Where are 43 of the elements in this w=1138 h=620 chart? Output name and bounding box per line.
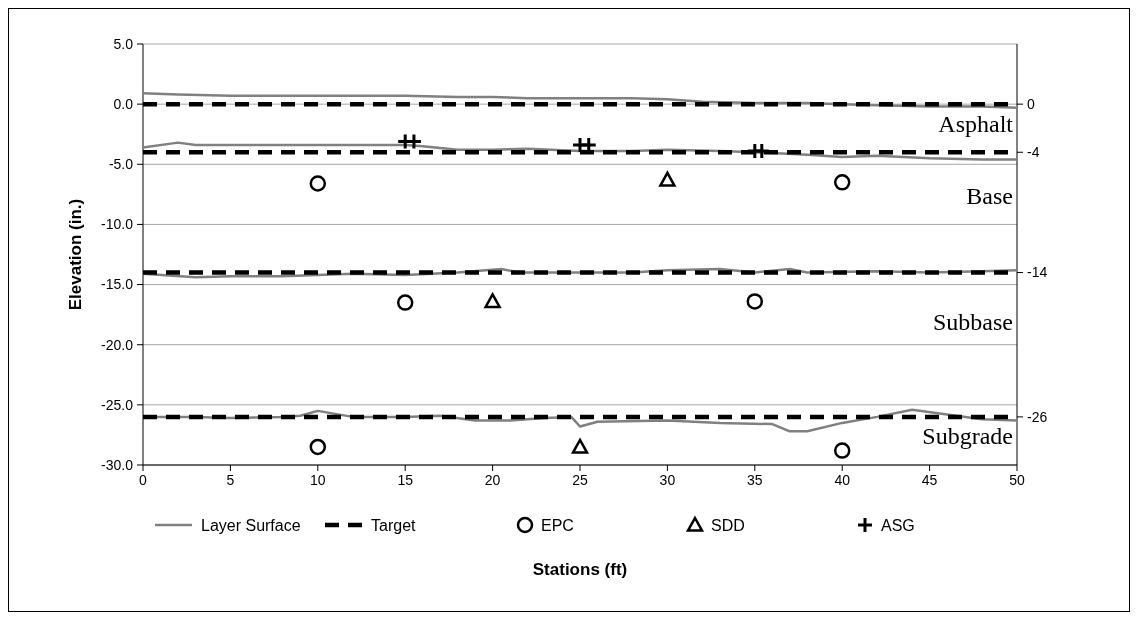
y-tick-label: -30.0 [101, 456, 134, 473]
y-tick-label: -5.0 [108, 156, 134, 173]
y-tick-label: -20.0 [101, 336, 134, 353]
y-tick-label: 0.0 [113, 96, 134, 113]
point [396, 294, 414, 311]
x-axis-title: Stations (ft) [532, 560, 628, 579]
point [833, 174, 851, 191]
x-tick-label: 10 [310, 472, 326, 488]
y2-tick-label: -26 [1027, 408, 1048, 425]
x-tick-label: 35 [747, 472, 763, 488]
x-tick-label: 45 [921, 472, 938, 488]
x-tick-label: 0 [139, 472, 148, 488]
x-tick-label: 30 [659, 472, 676, 488]
legend-label: ASG [881, 516, 915, 534]
point [571, 438, 589, 454]
x-tick-label: 5 [226, 472, 235, 488]
y-tick-label: -25.0 [101, 396, 134, 413]
y-axis-title: Elevation (in.) [66, 198, 85, 311]
legend-label: Target [371, 516, 417, 534]
legend-label: EPC [541, 516, 574, 534]
legend-label: SDD [711, 516, 745, 534]
y2-tick-label: -4 [1027, 144, 1040, 161]
point [484, 293, 501, 309]
y-tick-label: -10.0 [101, 216, 134, 233]
x-tick-label: 15 [397, 472, 414, 488]
point [309, 438, 327, 456]
point [746, 293, 764, 310]
x-tick-label: 50 [1009, 472, 1025, 488]
x-tick-label: 25 [572, 472, 588, 488]
x-tick-label: 40 [834, 472, 851, 488]
y-tick-label: -15.0 [101, 276, 134, 293]
x-tick-label: 20 [484, 472, 501, 488]
y2-tick-label: -14 [1027, 264, 1048, 281]
point [309, 175, 327, 192]
y2-tick-label: 0 [1027, 96, 1035, 113]
y-tick-label: 5.0 [113, 35, 134, 52]
annotation: Subbase [933, 309, 1013, 336]
point [659, 171, 676, 187]
annotation: Base [966, 182, 1013, 209]
annotation: Asphalt [938, 111, 1014, 138]
annotation: Subgrade [922, 422, 1013, 449]
point [833, 442, 851, 459]
legend-label: Layer Surface [201, 516, 301, 534]
